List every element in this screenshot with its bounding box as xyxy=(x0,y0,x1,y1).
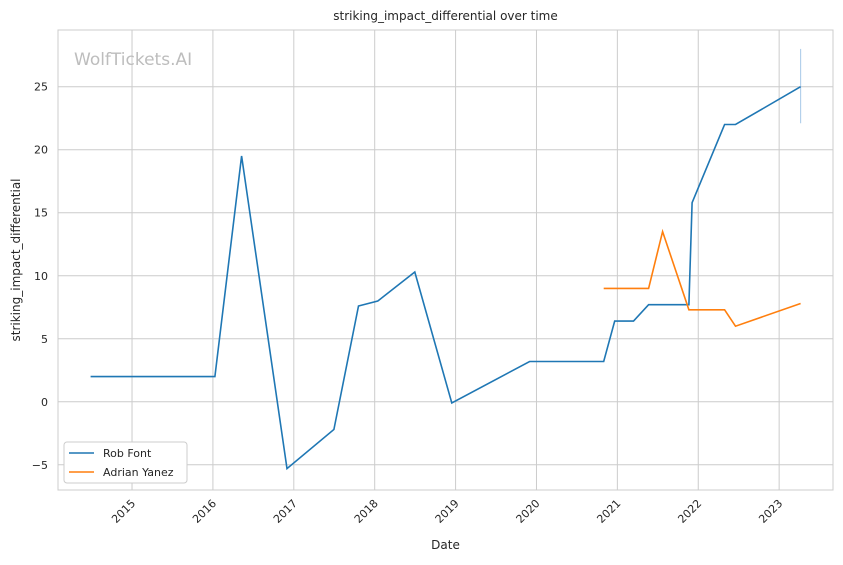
legend-label: Adrian Yanez xyxy=(103,466,174,479)
x-tick-label: 2016 xyxy=(190,497,219,526)
x-tick-label: 2017 xyxy=(271,497,300,526)
series-line-adrian-yanez xyxy=(603,228,801,328)
x-tick-label: 2019 xyxy=(433,497,462,526)
legend-label: Rob Font xyxy=(103,447,152,460)
series-line-rob-font xyxy=(90,86,802,471)
legend xyxy=(63,441,188,484)
x-tick-label: 2021 xyxy=(594,497,623,526)
x-axis-label: Date xyxy=(431,538,460,552)
x-tick-label: 2022 xyxy=(675,497,704,526)
y-tick-label: −5 xyxy=(32,459,48,472)
y-tick-label: 0 xyxy=(41,396,48,409)
y-tick-label: 25 xyxy=(34,81,48,94)
y-axis-label: striking_impact_differential xyxy=(9,178,23,341)
y-tick-label: 15 xyxy=(34,207,48,220)
x-tick-label: 2020 xyxy=(514,497,543,526)
x-tick-label: 2018 xyxy=(352,497,381,526)
chart-title: striking_impact_differential over time xyxy=(333,9,558,23)
x-tick-label: 2023 xyxy=(756,497,785,526)
watermark: WolfTickets.AI xyxy=(74,50,192,70)
y-tick-label: 10 xyxy=(34,270,48,283)
y-tick-label: 5 xyxy=(41,333,48,346)
plot-frame xyxy=(57,29,834,491)
y-tick-label: 20 xyxy=(34,144,48,157)
x-tick-label: 2015 xyxy=(109,497,138,526)
